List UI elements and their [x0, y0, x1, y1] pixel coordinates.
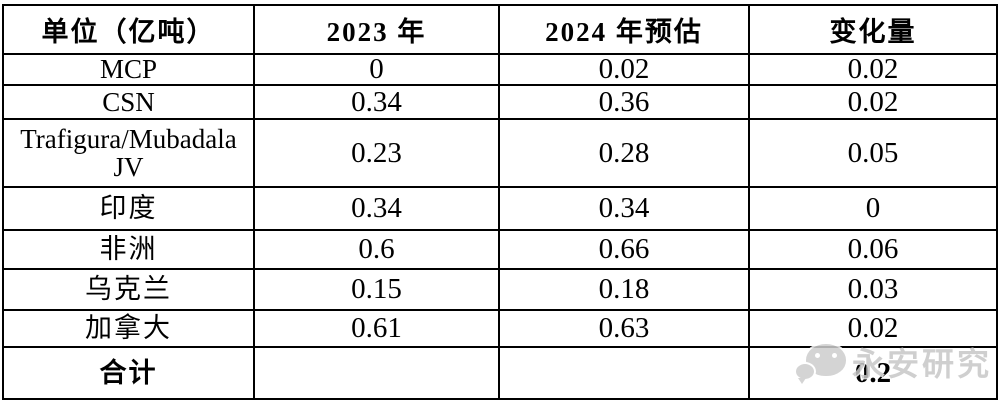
cell-2023: 0.23: [253, 118, 500, 188]
cell-change: 0.05: [748, 118, 998, 188]
row-label: 加拿大: [2, 309, 255, 348]
cell-change: 0.2: [748, 346, 998, 400]
table-row-total: 合计 0.2: [2, 346, 998, 400]
table-row: 乌克兰 0.15 0.18 0.03: [2, 268, 998, 311]
cell-2024: 0.34: [498, 186, 750, 231]
column-header-2024: 2024 年预估: [498, 4, 750, 55]
cell-2024: 0.63: [498, 309, 750, 348]
column-header-2023: 2023 年: [253, 4, 500, 55]
table-row: 印度 0.34 0.34 0: [2, 186, 998, 231]
row-label: MCP: [2, 53, 255, 86]
cell-change: 0.02: [748, 309, 998, 348]
cell-2023: 0.6: [253, 229, 500, 270]
cell-2024: 0.36: [498, 84, 750, 120]
cell-change: 0: [748, 186, 998, 231]
cell-2023: 0.15: [253, 268, 500, 311]
table-header-row: 单位（亿吨） 2023 年 2024 年预估 变化量: [2, 4, 998, 55]
cell-2024: [498, 346, 750, 400]
cell-change: 0.02: [748, 53, 998, 86]
table-row: Trafigura/Mubadala JV 0.23 0.28 0.05: [2, 118, 998, 188]
cell-2023: 0.34: [253, 84, 500, 120]
row-label: CSN: [2, 84, 255, 120]
column-header-unit: 单位（亿吨）: [2, 4, 255, 55]
cell-change: 0.03: [748, 268, 998, 311]
row-label: 合计: [2, 346, 255, 400]
cell-2023: 0.61: [253, 309, 500, 348]
cell-change: 0.02: [748, 84, 998, 120]
table-row: MCP 0 0.02 0.02: [2, 53, 998, 86]
cell-2024: 0.66: [498, 229, 750, 270]
data-table: 单位（亿吨） 2023 年 2024 年预估 变化量 MCP 0 0.02 0.…: [2, 4, 998, 400]
table-row: 非洲 0.6 0.66 0.06: [2, 229, 998, 270]
column-header-change: 变化量: [748, 4, 998, 55]
row-label: Trafigura/Mubadala JV: [2, 118, 255, 188]
cell-2024: 0.28: [498, 118, 750, 188]
cell-2023: 0.34: [253, 186, 500, 231]
cell-2023: [253, 346, 500, 400]
cell-2024: 0.18: [498, 268, 750, 311]
table-row: 加拿大 0.61 0.63 0.02: [2, 309, 998, 348]
row-label: 非洲: [2, 229, 255, 270]
table-row: CSN 0.34 0.36 0.02: [2, 84, 998, 120]
cell-2023: 0: [253, 53, 500, 86]
row-label: 印度: [2, 186, 255, 231]
row-label: 乌克兰: [2, 268, 255, 311]
cell-change: 0.06: [748, 229, 998, 270]
cell-2024: 0.02: [498, 53, 750, 86]
